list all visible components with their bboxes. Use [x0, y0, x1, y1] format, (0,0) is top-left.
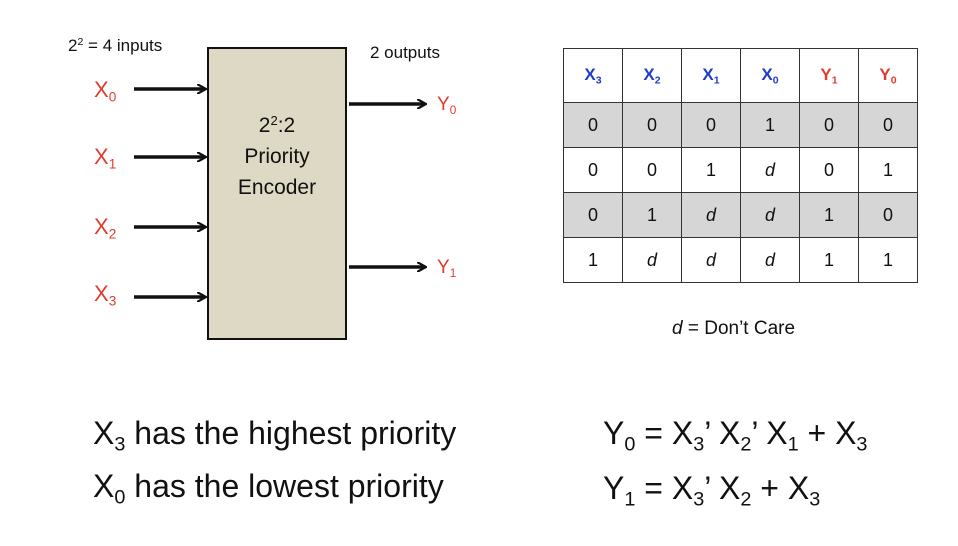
- encoder-label-line2: Priority: [244, 145, 310, 168]
- equation-y1: Y1 = X3’ X2 + X3: [603, 470, 821, 511]
- table-cell: 0: [799, 147, 859, 193]
- table-row: 0 0 0 1 0 0: [563, 102, 918, 148]
- encoder-label-ratio: 22:2: [258, 112, 296, 137]
- header-x0: X0: [740, 48, 800, 103]
- input-label-x0: X0: [94, 77, 117, 105]
- equation-y0: Y0 = X3’ X2’ X1 + X3: [603, 415, 868, 456]
- input-label-x3: X3: [94, 281, 117, 309]
- table-cell: d: [622, 237, 682, 283]
- table-cell: 1: [858, 147, 918, 193]
- table-cell: 1: [622, 192, 682, 238]
- output-label-y0: Y0: [437, 94, 457, 117]
- header-x2: X2: [622, 48, 682, 103]
- priority-encoder-block: [207, 47, 347, 340]
- table-cell: d: [681, 237, 741, 283]
- table-row: 0 0 1 d 0 1: [563, 147, 918, 193]
- header-x1: X1: [681, 48, 741, 103]
- encoder-label: 22:2 Priority Encoder: [207, 110, 347, 203]
- table-cell: d: [740, 237, 800, 283]
- table-cell: 0: [563, 102, 623, 148]
- table-row: 0 1 d d 1 0: [563, 192, 918, 238]
- table-cell: 1: [563, 237, 623, 283]
- input-label-x1: X1: [94, 144, 117, 172]
- truth-table: X3 X2 X1 X0 Y1 Y0 0 0 0 1 0 0 0 0 1 d 0 …: [563, 48, 918, 283]
- table-cell: 0: [563, 192, 623, 238]
- header-x3: X3: [563, 48, 623, 103]
- table-cell: 0: [858, 102, 918, 148]
- table-cell: 0: [622, 102, 682, 148]
- header-y1: Y1: [799, 48, 859, 103]
- table-cell: 1: [858, 237, 918, 283]
- dont-care-note: d = Don’t Care: [672, 318, 795, 340]
- table-cell: 1: [681, 147, 741, 193]
- outputs-caption: 2 outputs: [370, 43, 440, 62]
- table-cell: d: [740, 192, 800, 238]
- table-cell: d: [740, 147, 800, 193]
- table-cell: 0: [681, 102, 741, 148]
- table-cell: 0: [799, 102, 859, 148]
- encoder-label-line3: Encoder: [237, 176, 317, 199]
- table-row: 1 d d d 1 1: [563, 237, 918, 283]
- statement-lowest-priority: X0 has the lowest priority: [93, 468, 444, 509]
- table-cell: d: [681, 192, 741, 238]
- table-cell: 0: [622, 147, 682, 193]
- statement-highest-priority: X3 has the highest priority: [93, 415, 457, 456]
- inputs-caption: 22 = 4 inputs: [68, 36, 163, 55]
- table-cell: 0: [563, 147, 623, 193]
- dont-care-text: = Don’t Care: [682, 318, 796, 339]
- output-label-y1: Y1: [437, 257, 457, 280]
- dont-care-symbol: d: [672, 318, 683, 339]
- table-cell: 0: [858, 192, 918, 238]
- input-label-x2: X2: [94, 214, 117, 242]
- table-cell: 1: [799, 237, 859, 283]
- table-cell: 1: [799, 192, 859, 238]
- table-header-row: X3 X2 X1 X0 Y1 Y0: [563, 48, 918, 103]
- table-cell: 1: [740, 102, 800, 148]
- header-y0: Y0: [858, 48, 918, 103]
